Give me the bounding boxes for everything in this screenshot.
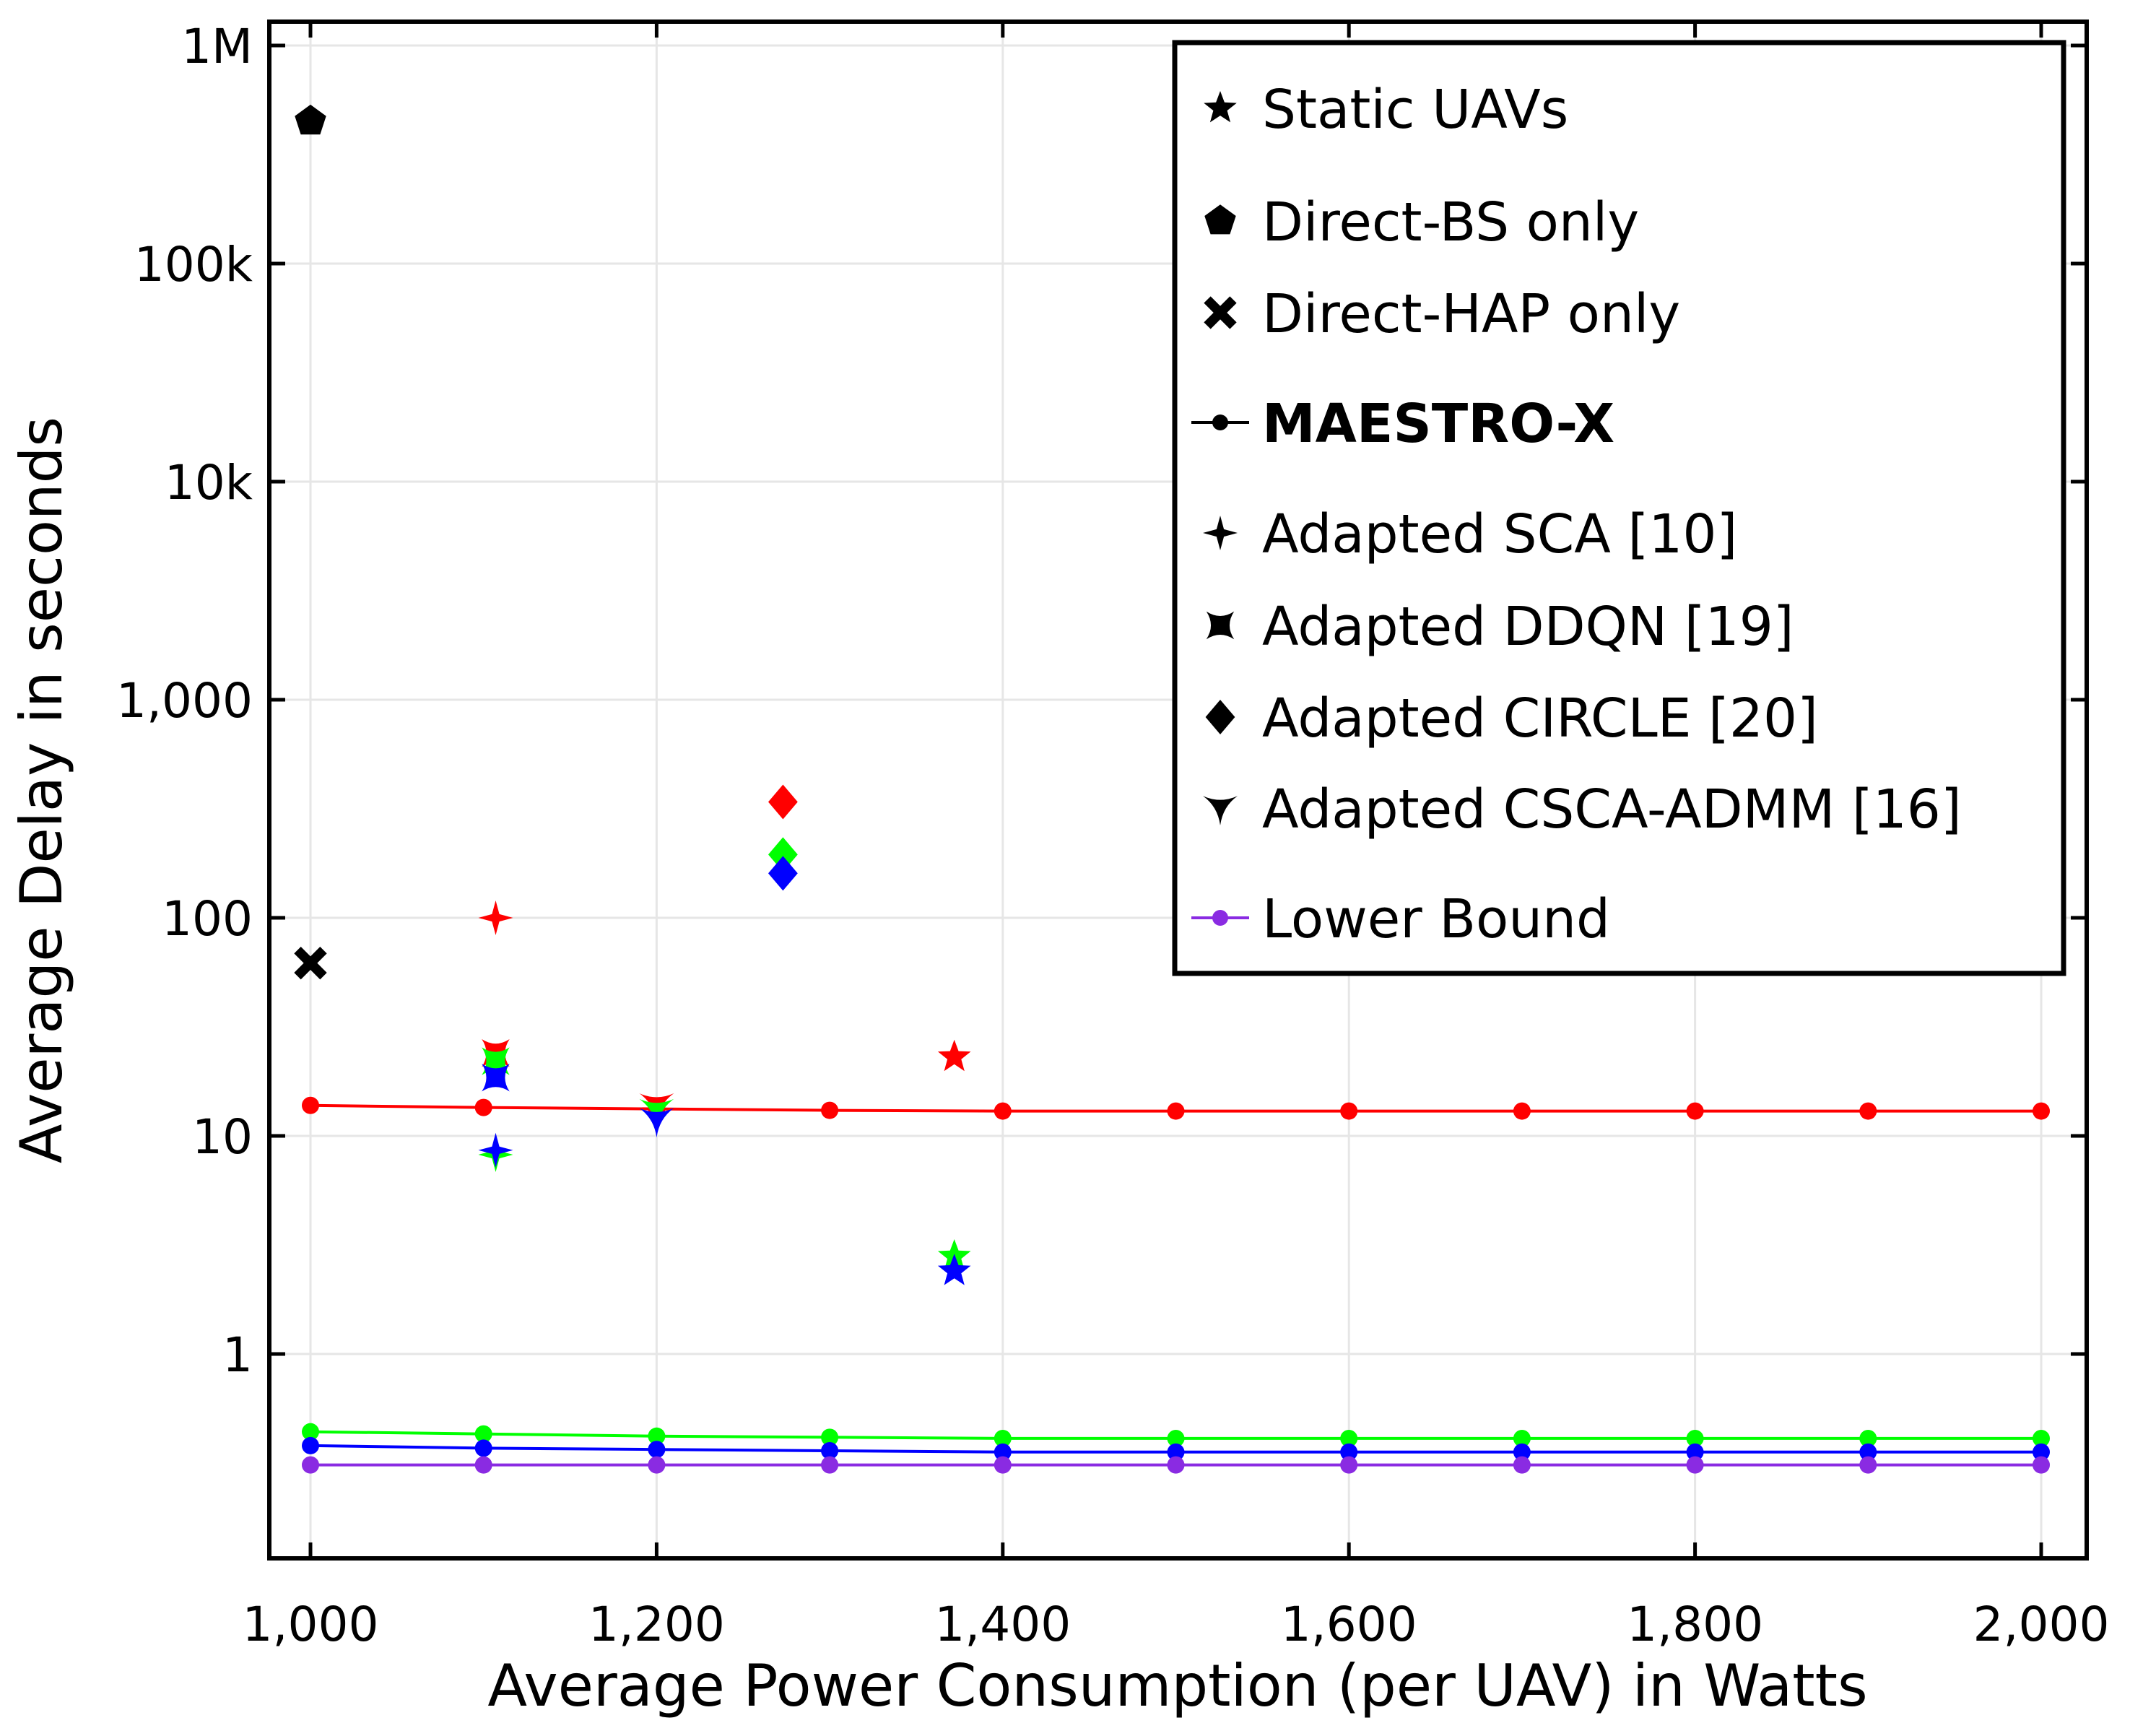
legend-label-8: Lower Bound: [1262, 888, 1610, 950]
series-0-point-3: [821, 1101, 839, 1119]
legend-marker-7: [1203, 796, 1238, 825]
scatter-point-14: [937, 1039, 971, 1072]
scatter-point-2: [478, 900, 513, 935]
scatter-point-10: [639, 1108, 674, 1138]
legend-box: [1172, 40, 2066, 976]
x-tick-label-1: 1,200: [588, 1597, 725, 1652]
legend-label-5: Adapted DDQN [19]: [1262, 596, 1794, 658]
series-3-point-2: [648, 1456, 666, 1474]
y-tick-label-6: 1M: [181, 19, 253, 74]
series-1-point-6: [1340, 1429, 1358, 1447]
legend-label-6: Adapted CIRCLE [20]: [1262, 687, 1818, 750]
series-1-point-10: [2033, 1429, 2050, 1447]
series-1-point-3: [821, 1428, 839, 1446]
x-tick-label-0: 1,000: [243, 1597, 379, 1652]
series-3-point-8: [1686, 1456, 1704, 1474]
legend-label-4: Adapted SCA [10]: [1262, 503, 1737, 565]
series-0-point-8: [1686, 1102, 1704, 1120]
series-2-point-7: [1513, 1443, 1531, 1461]
series-3-point-3: [821, 1456, 839, 1474]
legend-label-3: MAESTRO-X: [1262, 393, 1614, 455]
series-layer: [294, 104, 2050, 1474]
series-2-point-1: [474, 1439, 492, 1457]
legend-marker-4: [1203, 516, 1238, 550]
legend-label-2: Direct-HAP only: [1262, 283, 1680, 345]
series-0-point-6: [1340, 1102, 1358, 1120]
y-tick-label-4: 10k: [165, 455, 253, 511]
scatter-point-12: [768, 837, 798, 872]
series-0-point-0: [302, 1096, 319, 1114]
y-tick-label-2: 100: [162, 891, 253, 947]
scatter-point-0: [295, 104, 326, 135]
plot-frame: [267, 19, 2089, 1561]
series-1-point-1: [474, 1425, 492, 1443]
legend-label-1: Direct-BS only: [1262, 191, 1639, 253]
ticks: 1,000 1,200 1,400 1,600 1,800 2,000 1 10 100 1,00…: [116, 19, 2109, 1652]
y-tick-label-5: 100k: [134, 237, 253, 292]
x-tick-label-2: 1,400: [934, 1597, 1071, 1652]
series-0-point-1: [474, 1098, 492, 1116]
legend-marker-6: [1205, 700, 1235, 734]
series-1-point-4: [994, 1429, 1012, 1447]
legend-marker-5: [1206, 611, 1235, 640]
series-3-point-7: [1513, 1456, 1531, 1474]
series-3-point-9: [1859, 1456, 1877, 1474]
y-tick-label-1: 10: [192, 1109, 253, 1165]
legend-marker-8: [1212, 910, 1228, 926]
series-1-point-8: [1686, 1429, 1704, 1447]
series-2-point-3: [821, 1441, 839, 1459]
series-3-point-5: [1167, 1456, 1185, 1474]
x-tick-label-4: 1,800: [1627, 1597, 1763, 1652]
scatter-point-5: [482, 1064, 510, 1092]
series-3-point-4: [994, 1456, 1012, 1474]
legend: Static UAVs Direct-BS only Direct-HAP only…: [1172, 40, 2066, 976]
legend-marker-0: [1204, 91, 1237, 123]
scatter-point-1: [294, 947, 327, 980]
series-2-point-5: [1167, 1443, 1185, 1461]
series-3-point-10: [2033, 1456, 2050, 1474]
legend-marker-3: [1212, 415, 1228, 430]
series-0-point-7: [1513, 1102, 1531, 1120]
series-2-point-9: [1859, 1443, 1877, 1461]
y-tick-label-0: 1: [222, 1327, 253, 1383]
series-1-point-2: [648, 1427, 666, 1445]
legend-marker-2: [1204, 296, 1237, 329]
series-2-point-2: [648, 1441, 666, 1459]
series-0-point-4: [994, 1102, 1012, 1120]
y-tick-label-3: 1,000: [116, 673, 253, 729]
legend-marker-1: [1204, 204, 1236, 235]
scatter-point-13: [768, 856, 798, 891]
scatter-point-16: [937, 1254, 971, 1285]
series-1-point-7: [1513, 1429, 1531, 1447]
series-0-point-9: [1859, 1102, 1877, 1120]
x-tick-label-5: 2,000: [1973, 1597, 2110, 1652]
series-3-point-1: [474, 1456, 492, 1474]
series-2-point-8: [1686, 1443, 1704, 1461]
series-3-point-0: [302, 1456, 319, 1474]
series-2-point-6: [1340, 1443, 1358, 1461]
series-1-point-9: [1859, 1429, 1877, 1447]
y-axis-label: Average Delay in seconds: [8, 417, 75, 1163]
series-2-point-10: [2033, 1443, 2050, 1461]
scatter-point-1-stroke-b: [294, 947, 327, 980]
series-2-point-4: [994, 1443, 1012, 1461]
scatter-point-7: [478, 1132, 513, 1168]
legend-label-0: Static UAVs: [1262, 79, 1568, 141]
x-axis-label: Average Power Consumption (per UAV) in W…: [487, 1652, 1867, 1719]
series-0-point-5: [1167, 1102, 1185, 1120]
legend-label-7: Adapted CSCA-ADMM [16]: [1262, 778, 1962, 841]
series-0-point-10: [2033, 1102, 2050, 1120]
series-3-point-6: [1340, 1456, 1358, 1474]
series-1-point-0: [302, 1423, 319, 1441]
series-2-point-0: [302, 1436, 319, 1454]
x-tick-label-3: 1,600: [1281, 1597, 1417, 1652]
scatter-point-11: [768, 784, 798, 820]
series-1-point-5: [1167, 1429, 1185, 1447]
legend-marker-2-stroke-b: [1204, 296, 1237, 329]
